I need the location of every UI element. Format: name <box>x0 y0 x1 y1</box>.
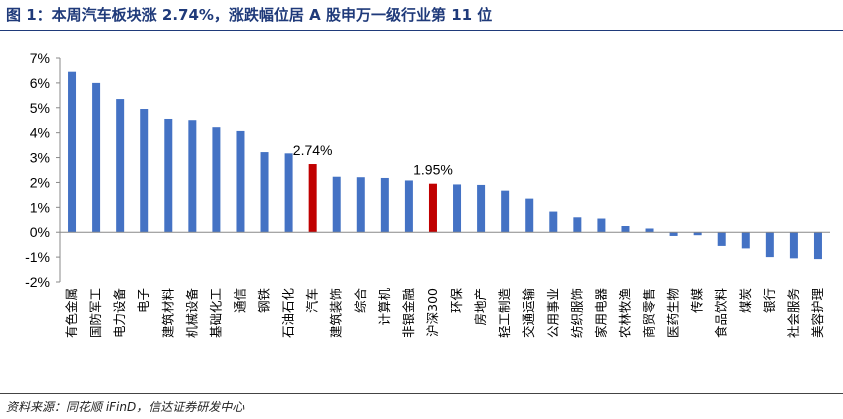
y-tick-label: 4% <box>30 125 50 141</box>
bar-1 <box>92 82 101 233</box>
bar-11 <box>332 176 341 233</box>
bar-19 <box>525 198 534 233</box>
title-bar: 图 1：本周汽车板块涨 2.74%，涨跌幅位居 A 股申万一级行业第 11 位 <box>0 0 843 31</box>
bar-27 <box>717 232 726 246</box>
category-label: 房地产 <box>473 288 488 326</box>
bar-24 <box>645 228 654 233</box>
bar-chart: 7% 6% 5% 4% 3% 2% 1% 0% -1% -2% 2.74% 1.95% 有色金属 国防… <box>25 50 830 339</box>
category-label: 有色金属 <box>64 288 79 338</box>
bar-0 <box>68 71 77 233</box>
bar-8 <box>260 152 269 233</box>
category-label: 电子 <box>136 288 151 313</box>
bar-2 <box>116 99 125 233</box>
y-tick-label: 3% <box>30 150 50 166</box>
bar-16 <box>453 184 462 233</box>
category-label: 通信 <box>232 288 247 313</box>
category-label: 沪深300 <box>425 288 440 337</box>
bar-5 <box>188 120 197 233</box>
bar-7 <box>236 130 245 233</box>
category-label: 医药生物 <box>666 288 681 338</box>
category-label: 商贸零售 <box>642 288 657 338</box>
bar-20 <box>549 211 558 233</box>
bar-30 <box>789 232 798 259</box>
bar-10 <box>308 164 317 233</box>
source-note: 资料来源：同花顺 iFinD，信达证券研发中心 <box>6 400 245 414</box>
category-label: 基础化工 <box>208 288 223 338</box>
data-labels: 2.74% 1.95% <box>293 142 453 178</box>
bar-25 <box>669 232 678 236</box>
category-label: 汽车 <box>305 288 320 313</box>
category-label: 家用电器 <box>593 288 608 339</box>
category-label: 美容护理 <box>810 288 825 339</box>
y-tick-label: -1% <box>25 249 50 265</box>
category-label: 煤炭 <box>738 288 753 313</box>
bar-6 <box>212 127 221 233</box>
y-tick-label: -2% <box>25 274 50 290</box>
category-label: 社会服务 <box>786 288 801 338</box>
bar-23 <box>621 226 630 233</box>
data-label: 1.95% <box>413 162 453 178</box>
category-label: 银行 <box>762 288 777 313</box>
bar-26 <box>693 232 702 236</box>
category-label: 计算机 <box>377 288 392 326</box>
bar-28 <box>741 232 750 249</box>
category-label: 非银金融 <box>401 288 416 339</box>
category-label: 石油石化 <box>281 288 296 339</box>
bar-13 <box>380 177 389 233</box>
y-tick-label: 7% <box>30 50 50 66</box>
category-label: 环保 <box>449 288 464 314</box>
bar-21 <box>573 217 582 233</box>
bar-17 <box>477 184 486 233</box>
bar-31 <box>813 232 822 260</box>
y-axis: 7% 6% 5% 4% 3% 2% 1% 0% -1% -2% <box>25 50 61 290</box>
category-labels: 有色金属 国防军工 电力设备 电子 建筑材料 机械设备 基础化工 通信 钢铁 石油石化 汽车 建筑装饰… <box>64 288 825 339</box>
bar-18 <box>501 190 510 233</box>
category-label: 建筑材料 <box>160 288 175 339</box>
category-label: 电力设备 <box>112 288 127 339</box>
bar-12 <box>356 177 365 233</box>
category-label: 建筑装饰 <box>329 288 344 338</box>
category-label: 钢铁 <box>257 288 272 314</box>
y-tick-label: 5% <box>30 100 50 116</box>
category-label: 轻工制造 <box>497 288 512 339</box>
bar-22 <box>597 218 606 233</box>
bar-15 <box>428 183 437 233</box>
category-label: 传媒 <box>690 288 705 314</box>
source-divider <box>0 393 843 394</box>
bar-3 <box>140 109 149 233</box>
category-label: 交通运输 <box>521 288 536 339</box>
y-tick-label: 1% <box>30 199 50 215</box>
category-label: 食品饮料 <box>714 288 729 339</box>
category-label: 国防军工 <box>88 288 103 338</box>
bars <box>68 71 822 260</box>
category-label: 机械设备 <box>184 288 199 339</box>
category-label: 农林牧渔 <box>617 288 632 338</box>
bar-9 <box>284 153 293 233</box>
data-label: 2.74% <box>293 142 333 158</box>
y-tick-label: 2% <box>30 174 50 190</box>
bar-14 <box>404 180 413 233</box>
category-label: 纺织服饰 <box>569 288 584 338</box>
y-tick-label: 0% <box>30 224 50 240</box>
y-tick-label: 6% <box>30 75 50 91</box>
category-label: 公用事业 <box>545 288 560 338</box>
bar-29 <box>765 232 774 258</box>
figure-title: 图 1：本周汽车板块涨 2.74%，涨跌幅位居 A 股申万一级行业第 11 位 <box>6 6 493 24</box>
category-label: 综合 <box>353 288 368 314</box>
bar-4 <box>164 118 173 233</box>
